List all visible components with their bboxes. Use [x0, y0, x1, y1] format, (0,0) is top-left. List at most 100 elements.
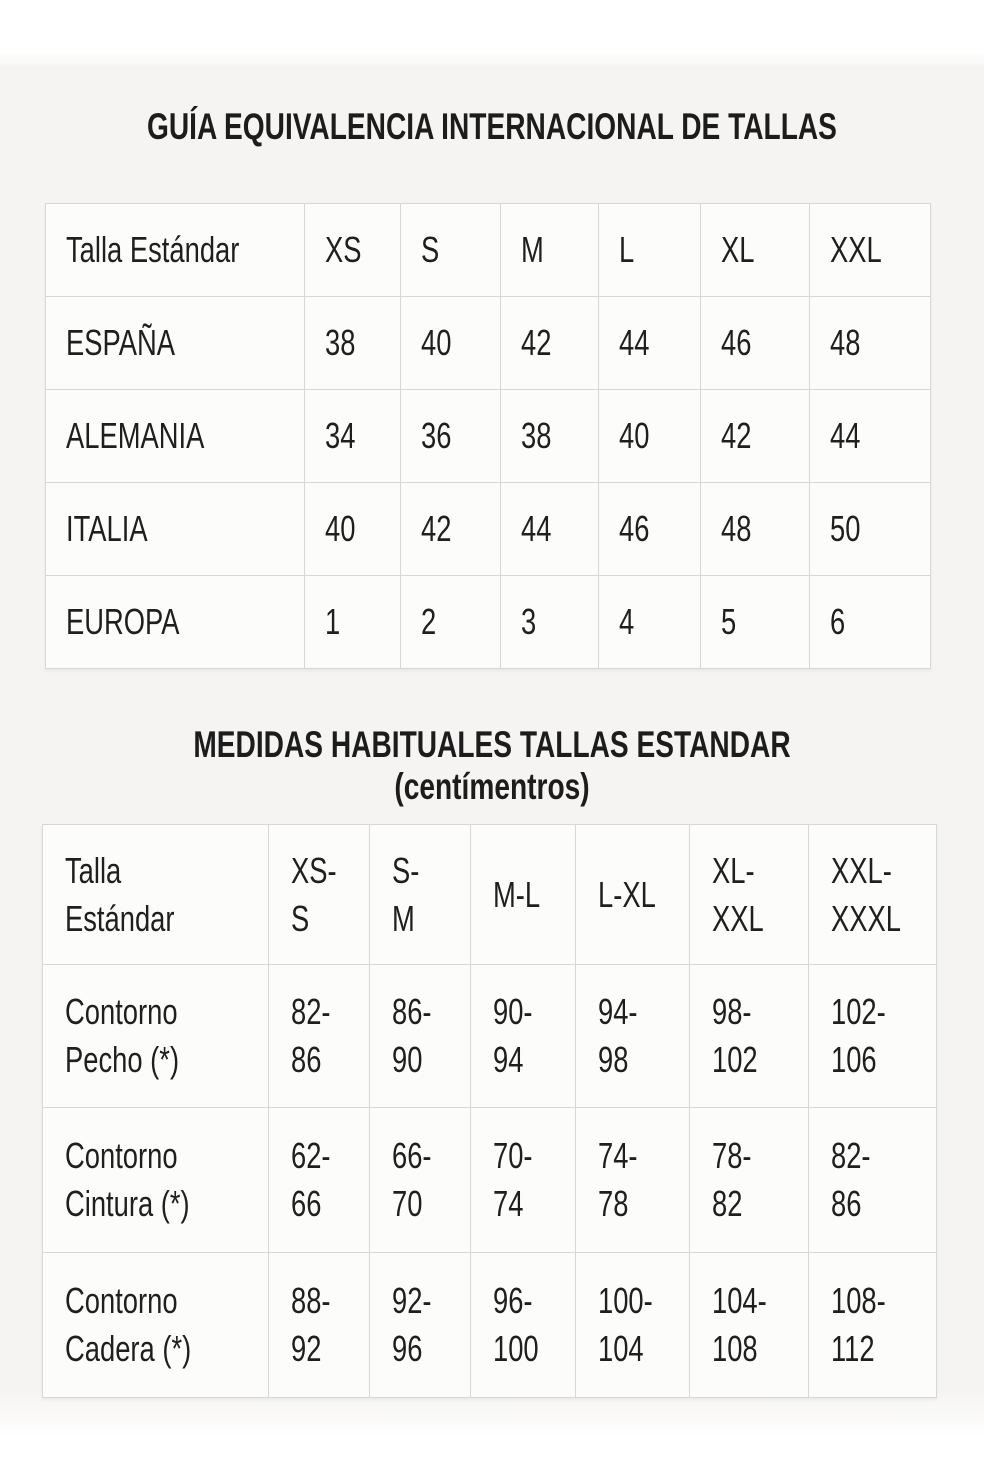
value-text: 98- 102	[712, 991, 758, 1080]
size-guide-title: GUÍA EQUIVALENCIA INTERNACIONAL DE TALLA…	[0, 106, 984, 148]
header-cell: S	[400, 203, 501, 297]
header-cell: S- M	[369, 824, 471, 965]
value-text: 82- 86	[831, 1135, 871, 1224]
header-cell: XL	[700, 203, 810, 297]
value-cell: 34	[304, 389, 401, 483]
value-text: 4	[619, 601, 635, 642]
value-text: 100- 104	[598, 1280, 653, 1369]
value-cell: 92- 96	[369, 1252, 471, 1398]
value-cell: 86- 90	[369, 964, 471, 1108]
header-cell-text: XS	[325, 229, 362, 270]
value-cell: 62- 66	[268, 1107, 370, 1253]
value-text: 44	[521, 508, 552, 549]
value-cell: 38	[500, 389, 599, 483]
table-row: ITALIA 40 42 44 46 48 50	[45, 482, 931, 576]
table-row: Contorno Cadera (*) 88- 92 92- 96 96- 10…	[42, 1252, 937, 1398]
value-text: 36	[421, 415, 452, 456]
header-cell-text: Talla Estándar	[66, 229, 240, 270]
row-label-cell: Contorno Cintura (*)	[42, 1107, 269, 1253]
value-cell: 104- 108	[689, 1252, 809, 1398]
value-text: 78- 82	[712, 1135, 752, 1224]
value-text: 62- 66	[291, 1135, 331, 1224]
value-cell: 102- 106	[808, 964, 937, 1108]
value-cell: 44	[809, 389, 931, 483]
value-text: 40	[421, 322, 452, 363]
row-label-text: ALEMANIA	[66, 415, 205, 456]
value-cell: 90- 94	[470, 964, 576, 1108]
header-cell: Talla Estándar	[45, 203, 305, 297]
value-text: 50	[830, 508, 861, 549]
header-cell-text: L-XL	[598, 873, 656, 915]
header-cell-text: M	[521, 229, 544, 270]
measures-title-text: MEDIDAS HABITUALES TALLAS ESTANDAR (cent…	[193, 724, 791, 807]
value-cell: 42	[500, 296, 599, 390]
value-text: 46	[721, 322, 752, 363]
value-text: 90- 94	[493, 991, 533, 1080]
header-cell: XXL	[809, 203, 931, 297]
value-cell: 48	[809, 296, 931, 390]
row-label-cell: ALEMANIA	[45, 389, 305, 483]
value-text: 42	[521, 322, 552, 363]
value-text: 94- 98	[598, 991, 638, 1080]
value-text: 48	[721, 508, 752, 549]
value-text: 108- 112	[831, 1280, 886, 1369]
table-row: Contorno Pecho (*) 82- 86 86- 90 90- 94 …	[42, 964, 937, 1108]
header-cell-text: M-L	[493, 873, 541, 915]
header-cell: M	[500, 203, 599, 297]
row-label-cell: EUROPA	[45, 575, 305, 669]
header-cell: L	[598, 203, 701, 297]
value-cell: 5	[700, 575, 810, 669]
value-cell: 44	[598, 296, 701, 390]
value-text: 102- 106	[831, 991, 886, 1080]
row-label-text: EUROPA	[66, 601, 180, 642]
value-text: 82- 86	[291, 991, 331, 1080]
row-label-text: Contorno Cintura (*)	[65, 1135, 190, 1224]
header-cell: XL- XXL	[689, 824, 809, 965]
measures-title: MEDIDAS HABITUALES TALLAS ESTANDAR (cent…	[0, 724, 984, 808]
value-text: 38	[325, 322, 356, 363]
value-cell: 100- 104	[575, 1252, 690, 1398]
header-cell-text: XXL	[830, 229, 882, 270]
row-label-cell: Contorno Cadera (*)	[42, 1252, 269, 1398]
header-cell-text: Talla Estándar	[65, 849, 175, 939]
value-cell: 42	[400, 482, 501, 576]
header-cell-text: XXL- XXXL	[831, 849, 901, 939]
table-header-row: Talla Estándar XS- S S- M M-L L-XL XL- X…	[42, 824, 937, 965]
value-text: 42	[721, 415, 752, 456]
size-guide-title-text: GUÍA EQUIVALENCIA INTERNACIONAL DE TALLA…	[147, 106, 837, 147]
size-equivalence-table: Talla Estándar XS S M L XL XXL ESPAÑA 38…	[45, 203, 931, 669]
header-cell-text: L	[619, 229, 635, 270]
table-row: Contorno Cintura (*) 62- 66 66- 70 70- 7…	[42, 1107, 937, 1253]
header-cell-text: XL	[721, 229, 755, 270]
value-text: 38	[521, 415, 552, 456]
value-cell: 88- 92	[268, 1252, 370, 1398]
table-header-row: Talla Estándar XS S M L XL XXL	[45, 203, 931, 297]
header-cell: XXL- XXXL	[808, 824, 937, 965]
value-text: 44	[619, 322, 650, 363]
value-text: 40	[619, 415, 650, 456]
value-cell: 70- 74	[470, 1107, 576, 1253]
header-cell: XS	[304, 203, 401, 297]
value-cell: 74- 78	[575, 1107, 690, 1253]
value-cell: 40	[400, 296, 501, 390]
header-cell-text: S	[421, 229, 440, 270]
value-cell: 82- 86	[268, 964, 370, 1108]
value-text: 44	[830, 415, 861, 456]
header-cell-text: S- M	[392, 849, 420, 939]
row-label-text: ESPAÑA	[66, 322, 175, 363]
value-text: 1	[325, 601, 341, 642]
value-cell: 1	[304, 575, 401, 669]
value-cell: 38	[304, 296, 401, 390]
value-text: 92- 96	[392, 1280, 432, 1369]
value-cell: 98- 102	[689, 964, 809, 1108]
value-text: 74- 78	[598, 1135, 638, 1224]
value-cell: 40	[598, 389, 701, 483]
row-label-text: Contorno Cadera (*)	[65, 1280, 192, 1369]
value-cell: 36	[400, 389, 501, 483]
value-text: 66- 70	[392, 1135, 432, 1224]
value-cell: 46	[598, 482, 701, 576]
header-cell: XS- S	[268, 824, 370, 965]
header-cell: Talla Estándar	[42, 824, 269, 965]
value-cell: 40	[304, 482, 401, 576]
value-cell: 44	[500, 482, 599, 576]
